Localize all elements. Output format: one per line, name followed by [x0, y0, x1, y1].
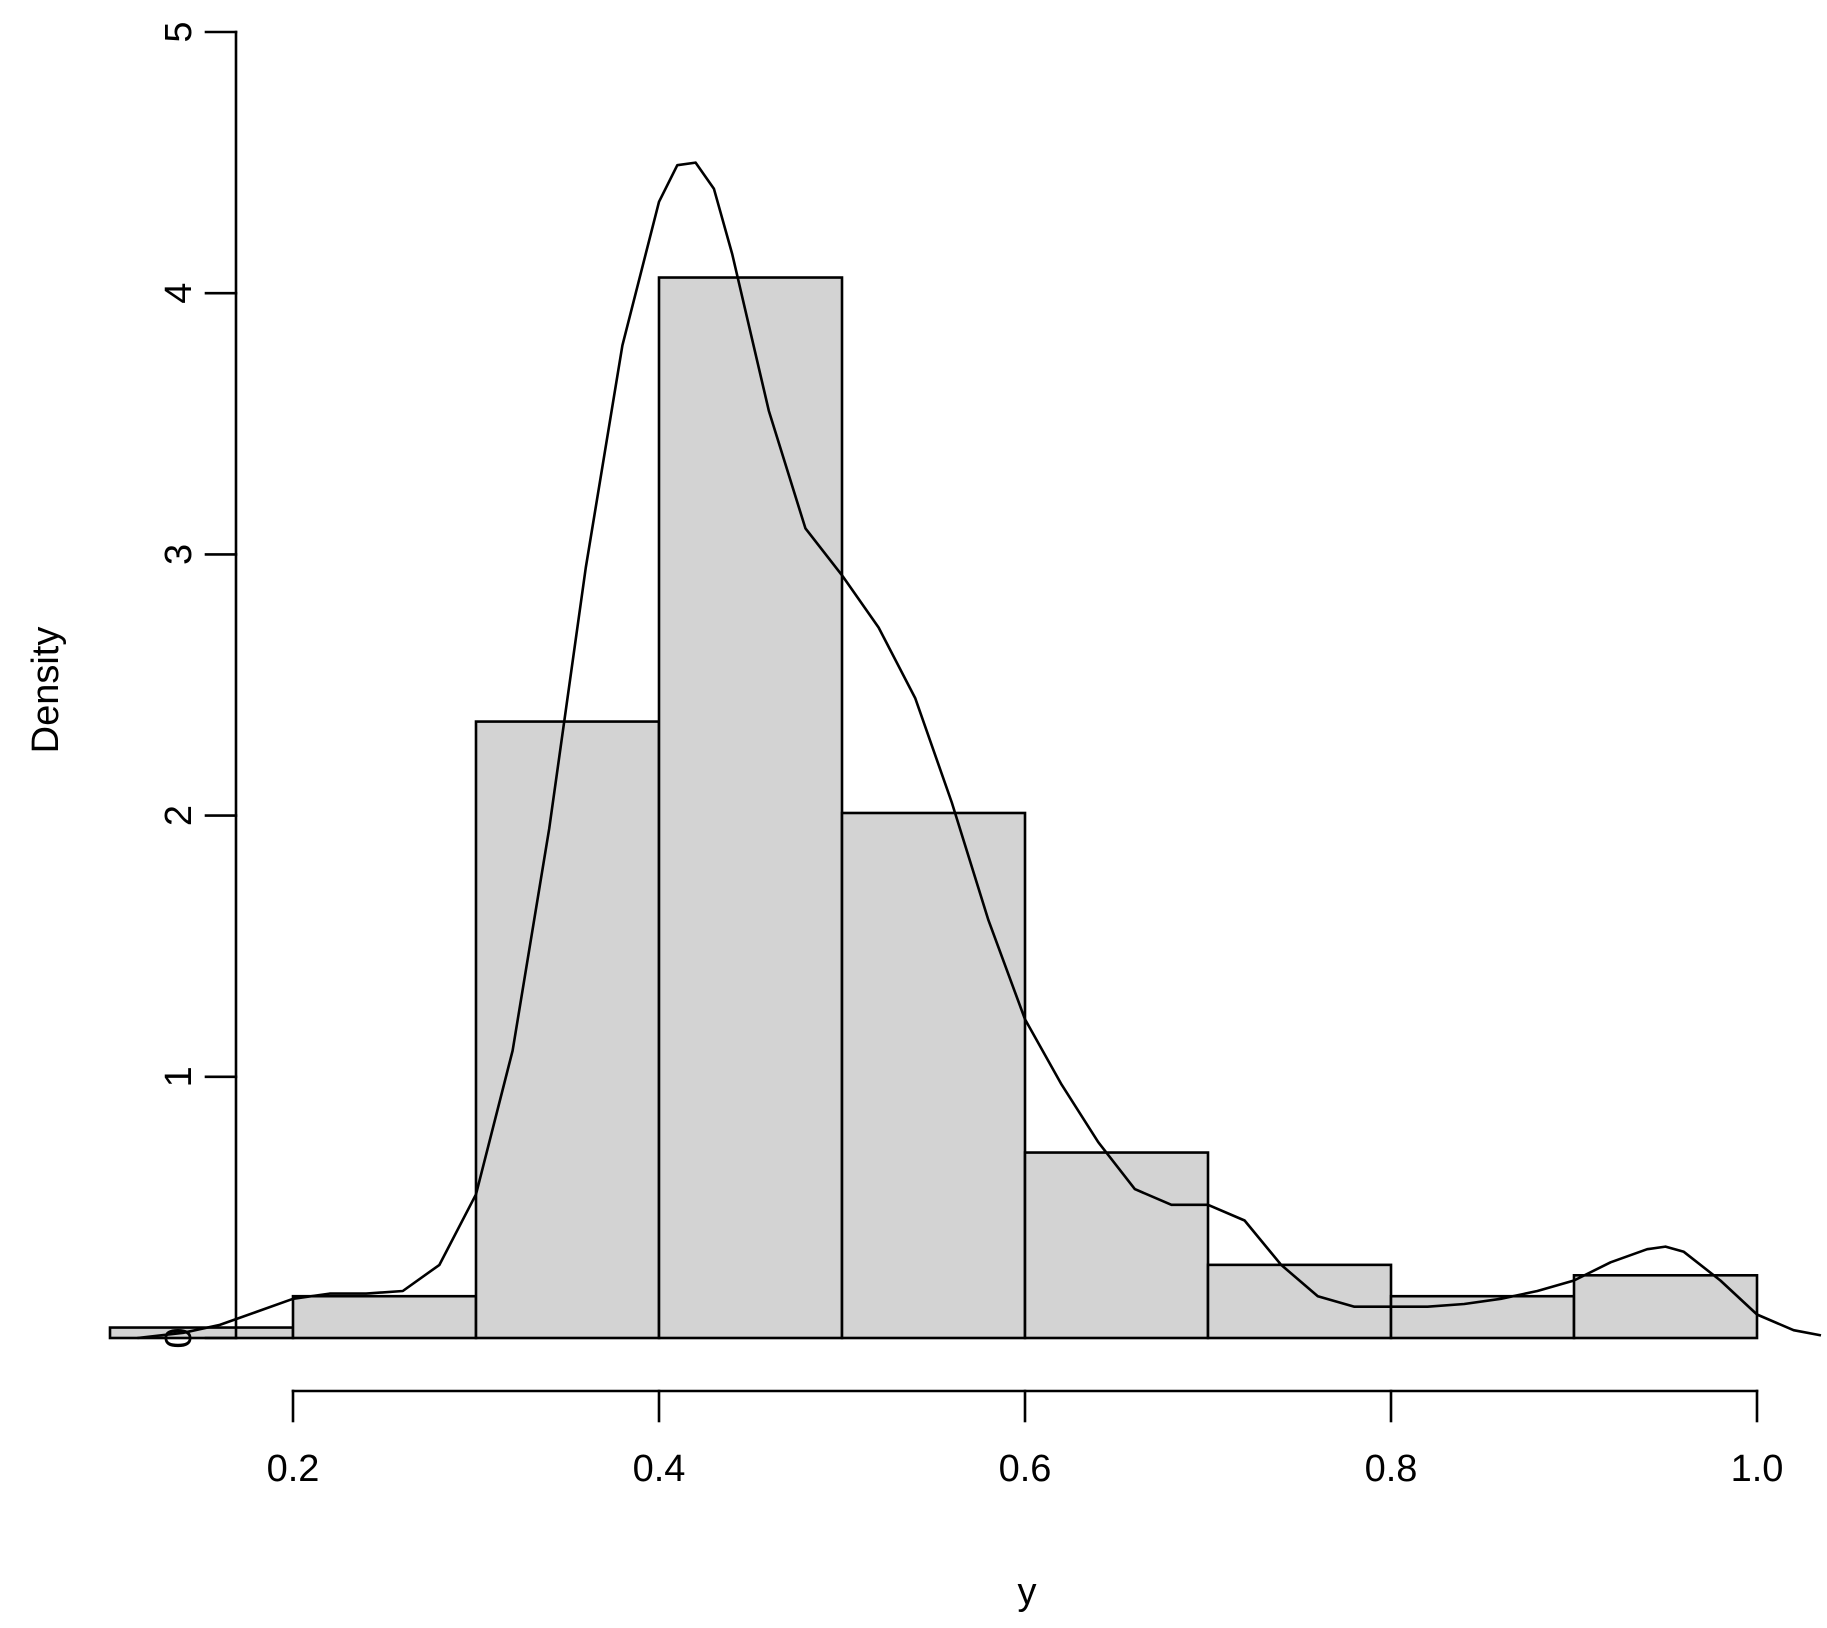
y-axis: 0 1 2 3 4 5 — [158, 21, 238, 1349]
histogram-bar-6 — [1023, 1151, 1210, 1340]
histogram-bar-7 — [1206, 1263, 1393, 1340]
histogram-bar-2 — [291, 1294, 478, 1340]
x-axis: 0.2 0.4 0.6 0.8 1.0 — [267, 1389, 1784, 1490]
histogram-bar-4 — [657, 276, 844, 1340]
histogram-bar-9 — [1572, 1274, 1759, 1340]
x-axis-title: y — [1018, 1571, 1037, 1613]
x-tick-label-2: 0.6 — [999, 1448, 1052, 1490]
histogram-bars — [108, 276, 1759, 1340]
y-tick-label-5: 5 — [158, 21, 200, 42]
histogram-bar-3 — [474, 720, 661, 1340]
x-tick-label-3: 0.8 — [1365, 1448, 1418, 1490]
y-tick-label-4: 4 — [158, 283, 200, 304]
x-tick-label-0: 0.2 — [267, 1448, 320, 1490]
y-tick-label-3: 3 — [158, 544, 200, 565]
y-tick-label-2: 2 — [158, 805, 200, 826]
density-curve — [137, 161, 1822, 1340]
y-tick-label-1: 1 — [158, 1066, 200, 1087]
y-axis-title: Density — [25, 627, 67, 754]
x-tick-label-4: 1.0 — [1731, 1448, 1784, 1490]
x-tick-label-1: 0.4 — [633, 1448, 686, 1490]
histogram-bar-5 — [840, 811, 1027, 1340]
y-tick-label-0: 0 — [158, 1327, 200, 1348]
